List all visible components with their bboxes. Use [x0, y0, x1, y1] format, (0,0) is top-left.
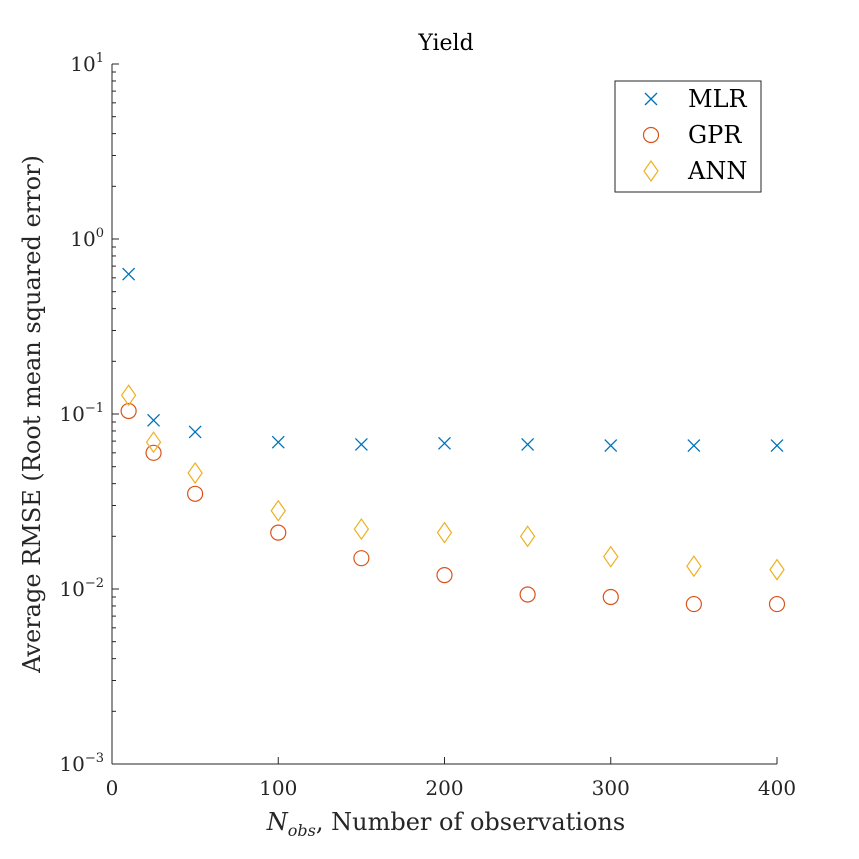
ann-point	[686, 555, 702, 578]
gpr-point	[436, 567, 453, 584]
legend-label-gpr: GPR	[688, 121, 742, 149]
gpr-point	[145, 444, 162, 461]
y-tick-label: 10−2	[59, 576, 104, 601]
x-tick-label: 300	[592, 776, 630, 800]
legend: MLR GPR ANN	[614, 80, 762, 193]
y-tick-label: 100	[70, 226, 104, 251]
series-mlr	[122, 267, 784, 453]
x-axis-label: Nobs, Number of observations	[266, 808, 625, 840]
mlr-point	[188, 425, 202, 439]
ann-point	[145, 431, 162, 454]
gpr-point	[519, 586, 536, 603]
ann-point	[769, 558, 785, 581]
x-tick-label: 200	[425, 776, 463, 800]
chart-title: Yield	[417, 31, 473, 56]
x-ticks: 0 100 200 300 400	[106, 757, 796, 800]
ann-point	[519, 525, 536, 548]
ann-point	[270, 499, 286, 522]
legend-box	[614, 80, 762, 193]
mlr-point	[687, 439, 701, 453]
y-axis-label: Average RMSE (Root mean squared error)	[18, 155, 46, 674]
gpr-point	[270, 524, 287, 541]
mlr-point	[521, 437, 535, 451]
legend-marker-gpr	[642, 126, 660, 144]
y-tick-label: 101	[70, 51, 104, 76]
y-tick-label: 10−1	[59, 401, 104, 426]
gpr-point	[685, 595, 702, 613]
x-tick-label: 400	[758, 776, 796, 800]
y-tick-label: 10−3	[59, 751, 104, 776]
ann-point	[436, 521, 453, 544]
mlr-point	[438, 436, 451, 450]
mlr-point	[604, 439, 618, 453]
mlr-point	[122, 267, 136, 281]
x-axis-label-symbol: N	[266, 808, 289, 836]
ann-point	[187, 461, 203, 485]
ann-point	[353, 518, 370, 541]
legend-label-mlr: MLR	[688, 85, 748, 113]
series-ann	[120, 384, 785, 581]
gpr-point	[120, 402, 137, 420]
mlr-point	[770, 439, 784, 453]
x-axis-label-subscript: obs	[288, 821, 316, 840]
mlr-point	[354, 437, 368, 451]
x-tick-label: 100	[259, 776, 297, 800]
gpr-point	[768, 595, 786, 613]
ann-point	[120, 384, 137, 407]
mlr-point	[147, 413, 161, 427]
ann-point	[603, 545, 619, 568]
legend-marker-mlr	[644, 92, 658, 106]
gpr-point	[353, 550, 370, 567]
legend-label-ann: ANN	[687, 157, 747, 185]
plot-points	[120, 267, 786, 613]
gpr-point	[602, 588, 619, 606]
legend-marker-ann	[643, 159, 659, 183]
gpr-point	[187, 485, 204, 502]
series-gpr	[120, 402, 786, 613]
x-axis-label-text: , Number of observations	[316, 808, 625, 836]
mlr-point	[271, 435, 285, 449]
x-tick-label: 0	[106, 776, 119, 800]
y-ticks: 10−3 10−2 10−1 100 101	[59, 51, 119, 776]
